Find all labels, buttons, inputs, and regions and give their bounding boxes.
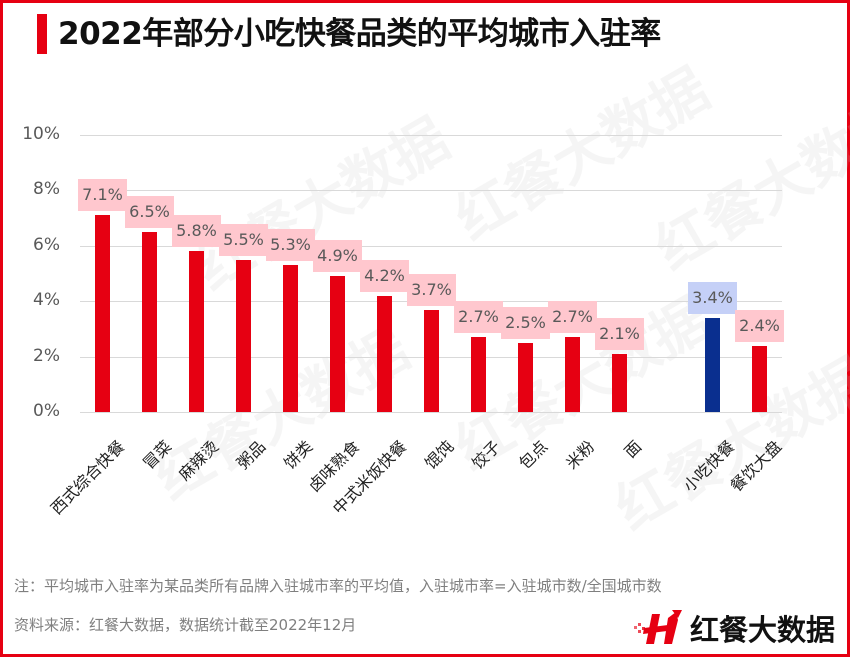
data-label: 6.5% <box>125 196 174 228</box>
data-label: 3.4% <box>688 282 737 314</box>
bar-2 <box>188 251 204 412</box>
data-label: 2.4% <box>735 310 784 342</box>
gridline <box>80 135 782 136</box>
gridline <box>80 412 782 413</box>
title-accent-bar <box>37 14 47 54</box>
logo-h-icon <box>632 608 686 648</box>
bar-9 <box>517 343 533 412</box>
footnote: 注：平均城市入驻率为某品类所有品牌入驻城市率的平均值，入驻城市率=入驻城市数/全… <box>14 577 662 595</box>
data-label: 2.7% <box>548 301 597 333</box>
bar-13 <box>751 346 767 412</box>
data-label: 4.9% <box>313 240 362 272</box>
chart-title: 2022年部分小吃快餐品类的平均城市入驻率 <box>58 16 661 52</box>
x-axis-category-label: 米粉 <box>562 436 599 473</box>
x-axis-category-label: 冒菜 <box>139 436 176 473</box>
data-label: 5.5% <box>219 224 268 256</box>
data-label: 5.8% <box>172 215 221 247</box>
x-axis-category-label: 麻辣烫 <box>174 436 223 485</box>
data-label: 2.1% <box>595 318 644 350</box>
x-axis-category-label: 饺子 <box>468 436 505 473</box>
bar-7 <box>423 310 439 412</box>
bar-3 <box>235 260 251 412</box>
data-label: 7.1% <box>78 179 127 211</box>
y-axis-tick-label: 0% <box>33 401 60 421</box>
x-axis-category-label: 饼类 <box>280 436 317 473</box>
x-axis-category-label: 西式综合快餐 <box>46 436 129 519</box>
data-label: 2.7% <box>454 301 503 333</box>
x-axis-category-label: 小吃快餐 <box>679 436 739 496</box>
bar-12 <box>704 318 720 412</box>
data-label: 4.2% <box>360 260 409 292</box>
bar-5 <box>329 276 345 412</box>
bar-4 <box>282 265 298 412</box>
bar-11 <box>611 354 627 412</box>
y-axis-tick-label: 10% <box>22 124 60 144</box>
x-axis-category-label: 餐饮大盘 <box>726 436 786 496</box>
y-axis-tick-label: 4% <box>33 290 60 310</box>
data-label: 3.7% <box>407 274 456 306</box>
gridline <box>80 190 782 191</box>
x-axis-category-label: 馄饨 <box>421 436 458 473</box>
source-note: 资料来源：红餐大数据，数据统计截至2022年12月 <box>14 616 357 634</box>
x-axis-category-label: 面 <box>620 436 646 462</box>
data-label: 5.3% <box>266 229 315 261</box>
logo-text: 红餐大数据 <box>690 613 836 647</box>
data-label: 2.5% <box>501 307 550 339</box>
bar-6 <box>376 296 392 412</box>
x-axis-category-label: 包点 <box>515 436 552 473</box>
bar-0 <box>94 215 110 412</box>
y-axis-tick-label: 8% <box>33 179 60 199</box>
x-axis-category-label: 粥品 <box>233 436 270 473</box>
bar-8 <box>470 337 486 412</box>
brand-logo: 红餐大数据 <box>632 608 835 648</box>
bar-10 <box>564 337 580 412</box>
gridline <box>80 246 782 247</box>
y-axis-tick-label: 6% <box>33 235 60 255</box>
bar-1 <box>141 232 157 412</box>
y-axis-tick-label: 2% <box>33 346 60 366</box>
